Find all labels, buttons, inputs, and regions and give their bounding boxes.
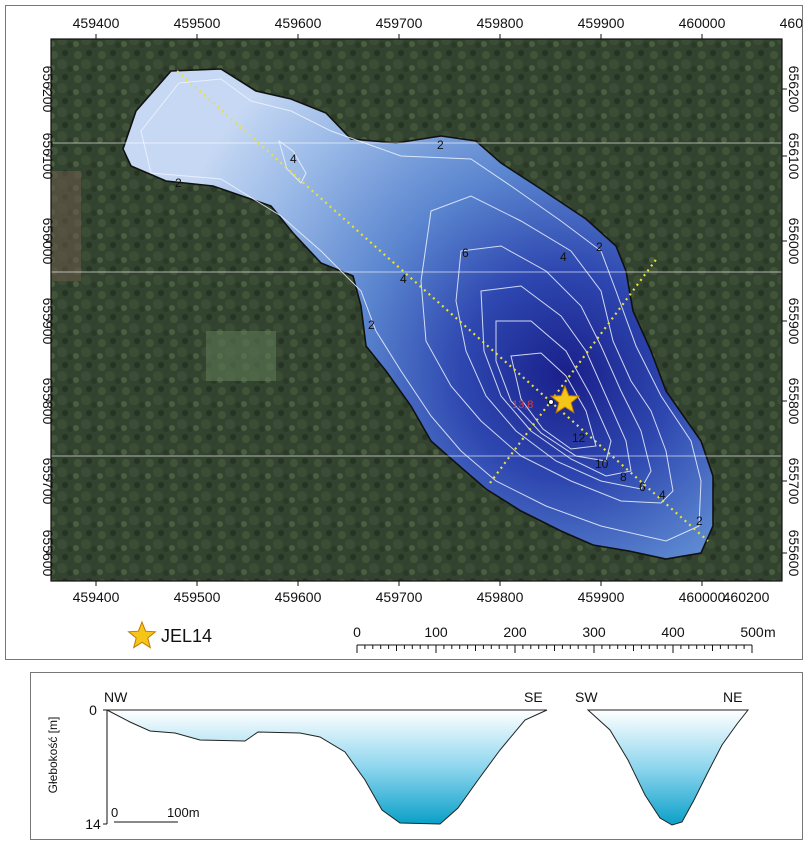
site-star-icon — [549, 384, 581, 414]
contour-label: 6 — [639, 480, 646, 494]
x-axis-bottom: 459400 459500 459600 459700 459800 45990… — [73, 589, 770, 605]
x-tick-label: 459400 — [73, 589, 120, 605]
map-panel: 2 2 4 2 4 2 6 4 2 12 10 8 6 4 13,8 45940… — [5, 5, 803, 660]
profile-scale-bar: 0 100m — [111, 805, 200, 823]
contour-8 — [480, 285, 632, 477]
profile-sw-label: SW — [575, 689, 598, 705]
scale-label: 100 — [424, 624, 448, 640]
lake — [122, 68, 714, 560]
x-tick-label: 460200 — [723, 589, 770, 605]
y-tick-label: 656100 — [786, 133, 802, 180]
profile-scale-zero: 0 — [111, 805, 118, 820]
max-depth-label: 13,8 — [512, 399, 533, 411]
contour-6 — [455, 245, 652, 490]
legend-star-icon — [127, 620, 157, 649]
map-frame — [50, 38, 783, 582]
bare-ground-patch — [51, 171, 81, 281]
profile-nw-se — [106, 709, 548, 825]
scale-label: 0 — [353, 624, 361, 640]
contour-label: 2 — [696, 514, 703, 528]
y-tick-label: 656200 — [786, 66, 802, 113]
profile-figure: Głebokość [m] 0 14 NW SE SW NE 0 100m — [46, 689, 750, 832]
y-tick-label: 655600 — [786, 530, 802, 577]
tick-marks — [46, 34, 787, 586]
legend-label: JEL14 — [161, 626, 212, 646]
x-tick-label: 459900 — [578, 589, 625, 605]
transect-sw-ne — [489, 256, 659, 484]
contour-label: 2 — [437, 138, 444, 152]
y-tick-label: 655900 — [40, 298, 56, 345]
y-tick-label: 656200 — [40, 66, 56, 113]
scale-bar: 0 100 200 300 400 500 m — [353, 624, 776, 653]
x-tick-label: 460000 — [679, 589, 726, 605]
contour-label: 2 — [596, 240, 603, 254]
contour-label: 8 — [620, 470, 627, 484]
max-depth-point — [548, 399, 554, 405]
y-tick-label: 655600 — [40, 530, 56, 577]
map-figure: 2 2 4 2 4 2 6 4 2 12 10 8 6 4 13,8 45940… — [40, 15, 802, 653]
profile-ylabel: Głebokość [m] — [46, 717, 60, 794]
profile-sw-ne — [586, 709, 750, 826]
legend: JEL14 — [127, 620, 212, 649]
scale-label: 300 — [582, 624, 606, 640]
profile-ytick: 14 — [85, 816, 101, 832]
contour-label: 12 — [572, 431, 586, 445]
contour-10 — [495, 320, 612, 462]
contour-label: 4 — [290, 152, 297, 166]
contour-4 — [420, 195, 674, 504]
y-tick-label: 655800 — [40, 378, 56, 425]
y-tick-label: 656000 — [40, 218, 56, 265]
y-axis-left: 656200 656100 656000 655900 655800 65570… — [40, 66, 56, 577]
contour-label: 2 — [368, 318, 375, 332]
y-tick-label: 656100 — [40, 133, 56, 180]
contour-labels: 2 2 4 2 4 2 6 4 2 12 10 8 6 4 — [175, 138, 703, 528]
y-tick-label: 655900 — [786, 298, 802, 345]
x-tick-label: 459700 — [376, 589, 423, 605]
profile-nw-label: NW — [104, 689, 128, 705]
x-tick-label: 459600 — [275, 15, 322, 31]
scale-unit: m — [764, 624, 776, 640]
contour-label: 10 — [595, 457, 609, 471]
contour-label: 4 — [560, 250, 567, 264]
contour-12 — [510, 352, 597, 450]
contour-2 — [140, 78, 702, 542]
scale-label: 200 — [503, 624, 527, 640]
x-tick-label: 459600 — [275, 589, 322, 605]
x-tick-label: 459500 — [174, 15, 221, 31]
contour-label: 4 — [400, 272, 407, 286]
x-tick-label: 460100 — [780, 15, 802, 31]
profile-panel: Głebokość [m] 0 14 NW SE SW NE 0 100m — [30, 672, 803, 840]
lake-shoreline — [122, 68, 714, 560]
x-tick-label: 459900 — [578, 15, 625, 31]
contour-4-small — [278, 139, 307, 184]
y-tick-label: 656000 — [786, 218, 802, 265]
contour-label: 4 — [659, 488, 666, 502]
profile-ytick: 0 — [89, 702, 97, 718]
y-axis-right: 656200 656100 656000 655900 655800 65570… — [786, 66, 802, 577]
scale-label: 400 — [661, 624, 685, 640]
y-tick-label: 655700 — [786, 458, 802, 505]
transects — [176, 70, 709, 542]
x-axis-top: 459400 459500 459600 459700 459800 45990… — [73, 15, 802, 31]
profile-scale-label: 100m — [167, 805, 200, 820]
y-tick-label: 655700 — [40, 458, 56, 505]
clearing-patch — [206, 331, 276, 381]
x-tick-label: 459500 — [174, 589, 221, 605]
x-tick-label: 459800 — [477, 15, 524, 31]
y-tick-label: 655800 — [786, 378, 802, 425]
profile-se-label: SE — [524, 689, 543, 705]
transect-nw-se — [176, 70, 709, 542]
x-tick-label: 459400 — [73, 15, 120, 31]
contour-label: 6 — [462, 246, 469, 260]
grid-lines — [51, 142, 782, 457]
profile-ne-label: NE — [723, 689, 742, 705]
x-tick-label: 460000 — [679, 15, 726, 31]
contour-label: 2 — [175, 176, 182, 190]
x-tick-label: 459800 — [477, 589, 524, 605]
x-tick-label: 459700 — [376, 15, 423, 31]
scale-label: 500 — [740, 624, 764, 640]
